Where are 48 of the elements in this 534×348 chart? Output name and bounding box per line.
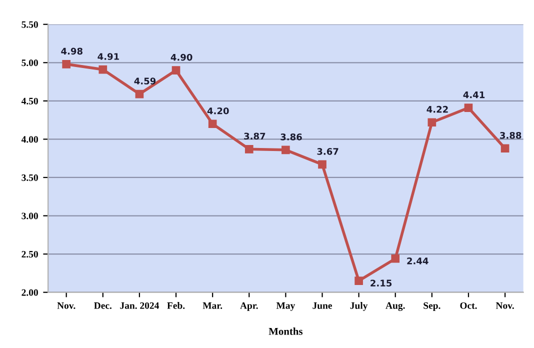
data-label: 3.86 [280, 133, 302, 140]
data-label: 3.87 [244, 132, 266, 140]
data-label: 2.44 [407, 257, 428, 264]
x-tick-label: Dec. [94, 302, 112, 309]
point [62, 60, 71, 68]
x-tick-label: July [350, 302, 368, 311]
point [391, 254, 400, 263]
x-tick-label: Aug. [386, 302, 405, 311]
y-tick-label: 2.00 [22, 289, 38, 296]
point [500, 144, 510, 153]
y-tick-label: 4.00 [21, 136, 38, 143]
y-tick-label: 4.50 [21, 98, 38, 104]
point [172, 66, 180, 74]
y-tick-label: 5.50 [22, 21, 38, 28]
x-axis-title: Months [268, 328, 303, 335]
data-label: 4.59 [134, 78, 156, 84]
point [208, 120, 217, 128]
x-tick-label: Jan. 2024 [120, 302, 159, 309]
point [464, 104, 473, 112]
y-tick-label: 3.00 [22, 212, 38, 220]
data-label: 3.67 [317, 148, 338, 155]
data-label: 3.88 [500, 132, 522, 139]
data-label: 4.98 [61, 48, 82, 55]
x-tick-label: Feb. [167, 302, 185, 309]
point [282, 146, 290, 154]
point [318, 160, 326, 169]
y-tick-label: 2.50 [22, 250, 38, 258]
data-label: 2.15 [370, 280, 392, 287]
x-tick-label: Nov. [57, 302, 76, 309]
x-tick-label: Nov. [496, 302, 514, 309]
x-tick-label: Mar. [202, 302, 222, 309]
data-label: 4.90 [170, 54, 192, 61]
x-tick-label: Apr. [240, 302, 258, 311]
y-tick-label: 5.00 [22, 60, 38, 66]
point [98, 65, 108, 74]
x-tick-label: Oct. [460, 302, 477, 309]
point [354, 276, 363, 286]
data-label: 4.20 [207, 107, 229, 114]
data-label: 4.41 [463, 92, 485, 98]
point [244, 144, 254, 154]
data-label: 4.91 [98, 53, 119, 60]
point [135, 90, 144, 98]
x-tick-label: June [312, 302, 332, 309]
x-tick-label: May [276, 302, 296, 311]
y-tick-label: 3.50 [22, 174, 38, 181]
data-label: 4.22 [426, 106, 448, 113]
point [428, 118, 436, 127]
x-tick-label: Sep. [424, 302, 440, 311]
